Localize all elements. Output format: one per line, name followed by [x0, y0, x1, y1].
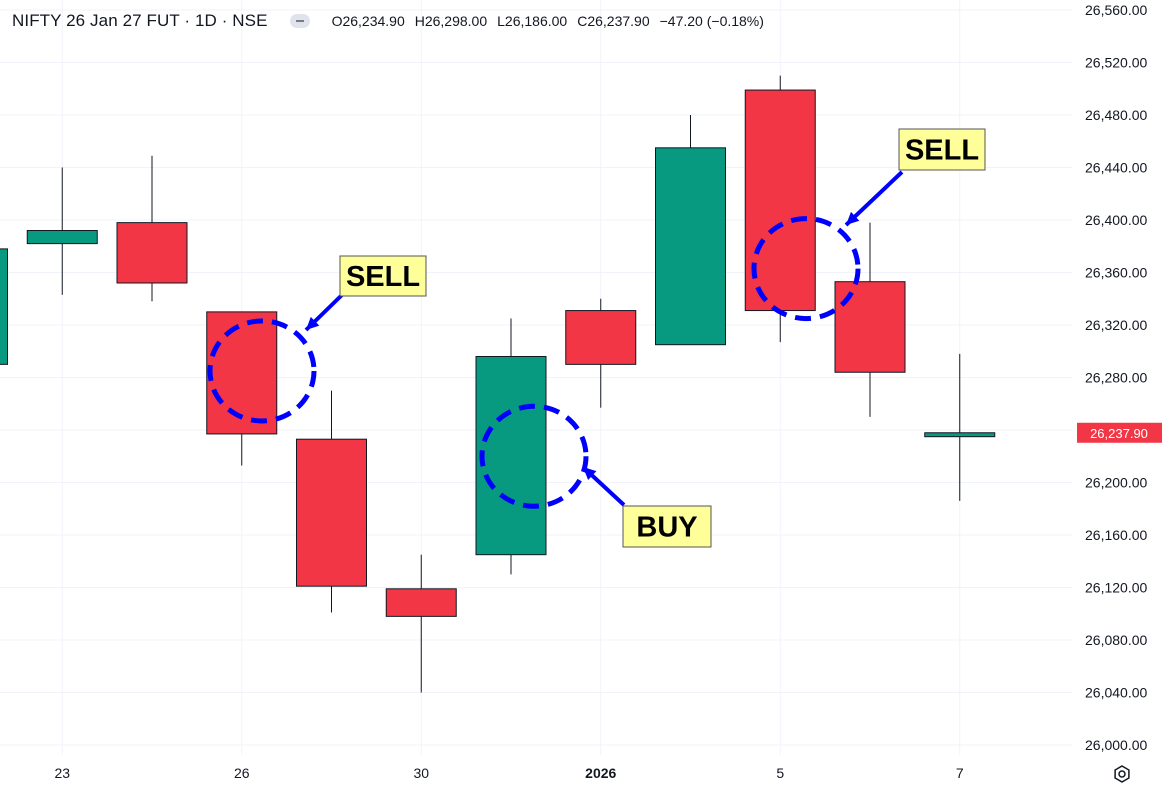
y-tick-label: 26,040.00 [1085, 685, 1147, 701]
annotation-label: SELL [346, 261, 420, 293]
highlight-circle [207, 318, 317, 424]
y-tick-label: 26,320.00 [1085, 317, 1147, 333]
annotation-arrowhead [583, 467, 597, 481]
annotation-arrowhead [306, 316, 320, 330]
last-price-badge [1077, 422, 1162, 443]
x-tick-label: 7 [956, 765, 964, 781]
annotation-label: BUY [636, 512, 697, 544]
low-value: L26,186.00 [497, 13, 568, 29]
candle-body[interactable] [924, 432, 996, 438]
candle-body[interactable] [655, 147, 726, 346]
x-tick-label: 30 [413, 765, 429, 781]
annotation-arrow [844, 170, 904, 227]
y-tick-label: 26,360.00 [1085, 265, 1147, 281]
y-tick-label: 26,160.00 [1085, 527, 1147, 543]
x-tick-label: 26 [234, 765, 250, 781]
y-tick-label: 26,480.00 [1085, 107, 1147, 123]
y-tick-label: 26,000.00 [1085, 737, 1147, 753]
candle-body[interactable] [26, 230, 98, 245]
y-tick-label: 26,400.00 [1085, 212, 1147, 228]
y-tick-label: 26,280.00 [1085, 370, 1147, 386]
candle-body[interactable] [744, 89, 816, 312]
y-tick-label: 26,520.00 [1085, 55, 1147, 71]
x-tick-label: 2026 [585, 765, 616, 781]
candle-body[interactable] [834, 281, 906, 373]
candle-body[interactable] [565, 310, 637, 365]
change-value: −47.20 (−0.18%) [659, 13, 764, 29]
highlight-circle [751, 216, 861, 322]
highlight-circle [479, 403, 589, 509]
x-tick-label: 5 [776, 765, 784, 781]
ohlc-values: O26,234.90 H26,298.00 L26,186.00 C26,237… [332, 13, 764, 29]
annotation-label-box[interactable] [898, 128, 986, 171]
hide-legend-toggle-icon[interactable] [289, 14, 310, 28]
annotation-label-box[interactable] [622, 505, 712, 548]
chart-legend-header: NIFTY 26 Jan 27 FUT · 1D · NSE O26,234.9… [12, 10, 764, 32]
candle-body[interactable] [206, 311, 278, 435]
candle-body[interactable] [475, 356, 547, 556]
close-value: C26,237.90 [577, 13, 650, 29]
candle-body[interactable] [0, 248, 8, 365]
chart-settings-gear-icon[interactable] [1112, 764, 1132, 784]
y-tick-label: 26,440.00 [1085, 160, 1147, 176]
annotation-label: SELL [905, 135, 979, 167]
annotation-arrowhead [846, 211, 860, 225]
x-tick-label: 23 [54, 765, 70, 781]
y-tick-label: 26,120.00 [1085, 580, 1147, 596]
y-tick-label: 26,200.00 [1085, 475, 1147, 491]
candle-body[interactable] [385, 588, 457, 617]
symbol-title[interactable]: NIFTY 26 Jan 27 FUT · 1D · NSE [12, 11, 268, 30]
y-tick-label: 26,560.00 [1085, 2, 1147, 18]
open-value: O26,234.90 [331, 13, 405, 29]
high-value: H26,298.00 [414, 13, 488, 29]
candle-body[interactable] [116, 222, 188, 284]
candle-body[interactable] [296, 438, 367, 587]
y-tick-label: 26,080.00 [1085, 632, 1147, 648]
annotation-label-box[interactable] [339, 255, 427, 297]
last-price-label: 26,237.90 [1090, 426, 1148, 441]
